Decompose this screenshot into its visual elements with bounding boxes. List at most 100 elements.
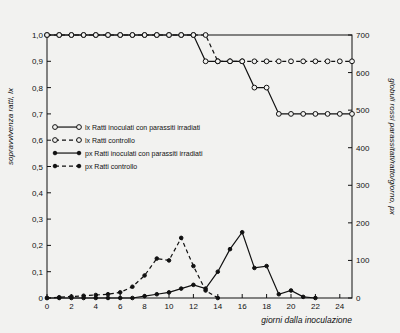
marker (45, 33, 50, 38)
marker (203, 59, 208, 64)
marker (57, 33, 62, 38)
y-tick-label: 0,1 (32, 268, 44, 277)
marker (289, 289, 293, 293)
marker (179, 33, 184, 38)
marker (81, 33, 86, 38)
marker (167, 291, 171, 295)
legend-label: px Ratti controllo (85, 163, 137, 171)
marker (240, 230, 244, 234)
marker (93, 33, 98, 38)
chart: 02468101214161820222400,10,20,30,40,50,6… (0, 0, 400, 333)
y-tick-label: 0,2 (32, 241, 44, 250)
marker (228, 247, 232, 251)
legend-label: lx Ratti inoculati con parassiti irradia… (85, 124, 201, 132)
legend-label: px Ratti inoculati con parassiti irradia… (85, 150, 203, 158)
data-group (45, 33, 355, 300)
marker (131, 285, 135, 289)
legend-marker (77, 151, 81, 155)
marker (350, 59, 355, 64)
legend-line (55, 165, 79, 166)
y-tick-label: 0,6 (32, 136, 44, 145)
y2-tick (348, 298, 352, 299)
series-line (47, 35, 352, 61)
legend-marker (53, 138, 58, 143)
legend-marker (77, 125, 82, 130)
y2-tick-label: 700 (356, 31, 370, 40)
x-tick-label: 12 (189, 302, 198, 311)
legend-marker (77, 138, 82, 143)
marker (154, 33, 159, 38)
marker (313, 112, 318, 117)
marker (314, 296, 318, 300)
y-tick-label: 0 (39, 294, 44, 303)
marker (70, 295, 74, 299)
marker (191, 33, 196, 38)
marker (93, 33, 98, 38)
marker (118, 33, 123, 38)
marker (337, 59, 342, 64)
marker (130, 33, 135, 38)
marker (192, 264, 196, 268)
marker (130, 33, 135, 38)
marker (118, 291, 122, 295)
marker (215, 59, 220, 64)
series-line (47, 232, 315, 298)
marker (45, 296, 49, 300)
y2-tick-label: 600 (356, 69, 370, 78)
x-tick-label: 0 (45, 302, 50, 311)
marker (179, 33, 184, 38)
marker (155, 292, 159, 296)
x-tick-label: 14 (213, 302, 222, 311)
y2-tick (348, 185, 352, 186)
marker (167, 33, 172, 38)
y2-tick (348, 72, 352, 73)
marker (289, 59, 294, 64)
marker (45, 33, 50, 38)
marker (301, 59, 306, 64)
x-tick-label: 24 (335, 302, 344, 311)
legend-marker (53, 125, 58, 130)
x-tick-label: 6 (118, 302, 123, 311)
marker (325, 112, 330, 117)
marker (252, 85, 257, 90)
x-tick-label: 4 (94, 302, 99, 311)
marker (106, 292, 110, 296)
x-tick-label: 22 (311, 302, 320, 311)
legend-marker (53, 164, 57, 168)
y-tick (47, 192, 51, 193)
marker (57, 33, 62, 38)
series-line (47, 238, 218, 298)
marker (228, 59, 233, 64)
y2-tick (348, 110, 352, 111)
marker (131, 296, 135, 300)
marker (301, 112, 306, 117)
marker (167, 33, 172, 38)
plot-frame (47, 35, 352, 298)
marker (325, 59, 330, 64)
legend: lx Ratti inoculati con parassiti irradia… (53, 124, 203, 171)
marker (106, 33, 111, 38)
x-tick-label: 16 (238, 302, 247, 311)
x-tick (266, 294, 267, 298)
marker (204, 289, 208, 293)
marker (142, 33, 147, 38)
y2-tick-label: 100 (356, 256, 370, 265)
marker (276, 112, 281, 117)
marker (167, 259, 171, 263)
marker (179, 287, 183, 291)
y2-tick (348, 35, 352, 36)
marker (276, 59, 281, 64)
y-tick-label: 0,8 (32, 84, 44, 93)
y-tick (47, 61, 51, 62)
x-tick-label: 2 (69, 302, 74, 311)
marker (179, 236, 183, 240)
x-tick (193, 294, 194, 298)
y-tick (47, 245, 51, 246)
y-tick (47, 87, 51, 88)
marker (216, 296, 220, 300)
marker (57, 295, 61, 299)
y-axis-label: sopravvivenza ratti, lx (6, 87, 15, 165)
marker (106, 296, 110, 300)
marker (45, 296, 49, 300)
marker (69, 33, 74, 38)
